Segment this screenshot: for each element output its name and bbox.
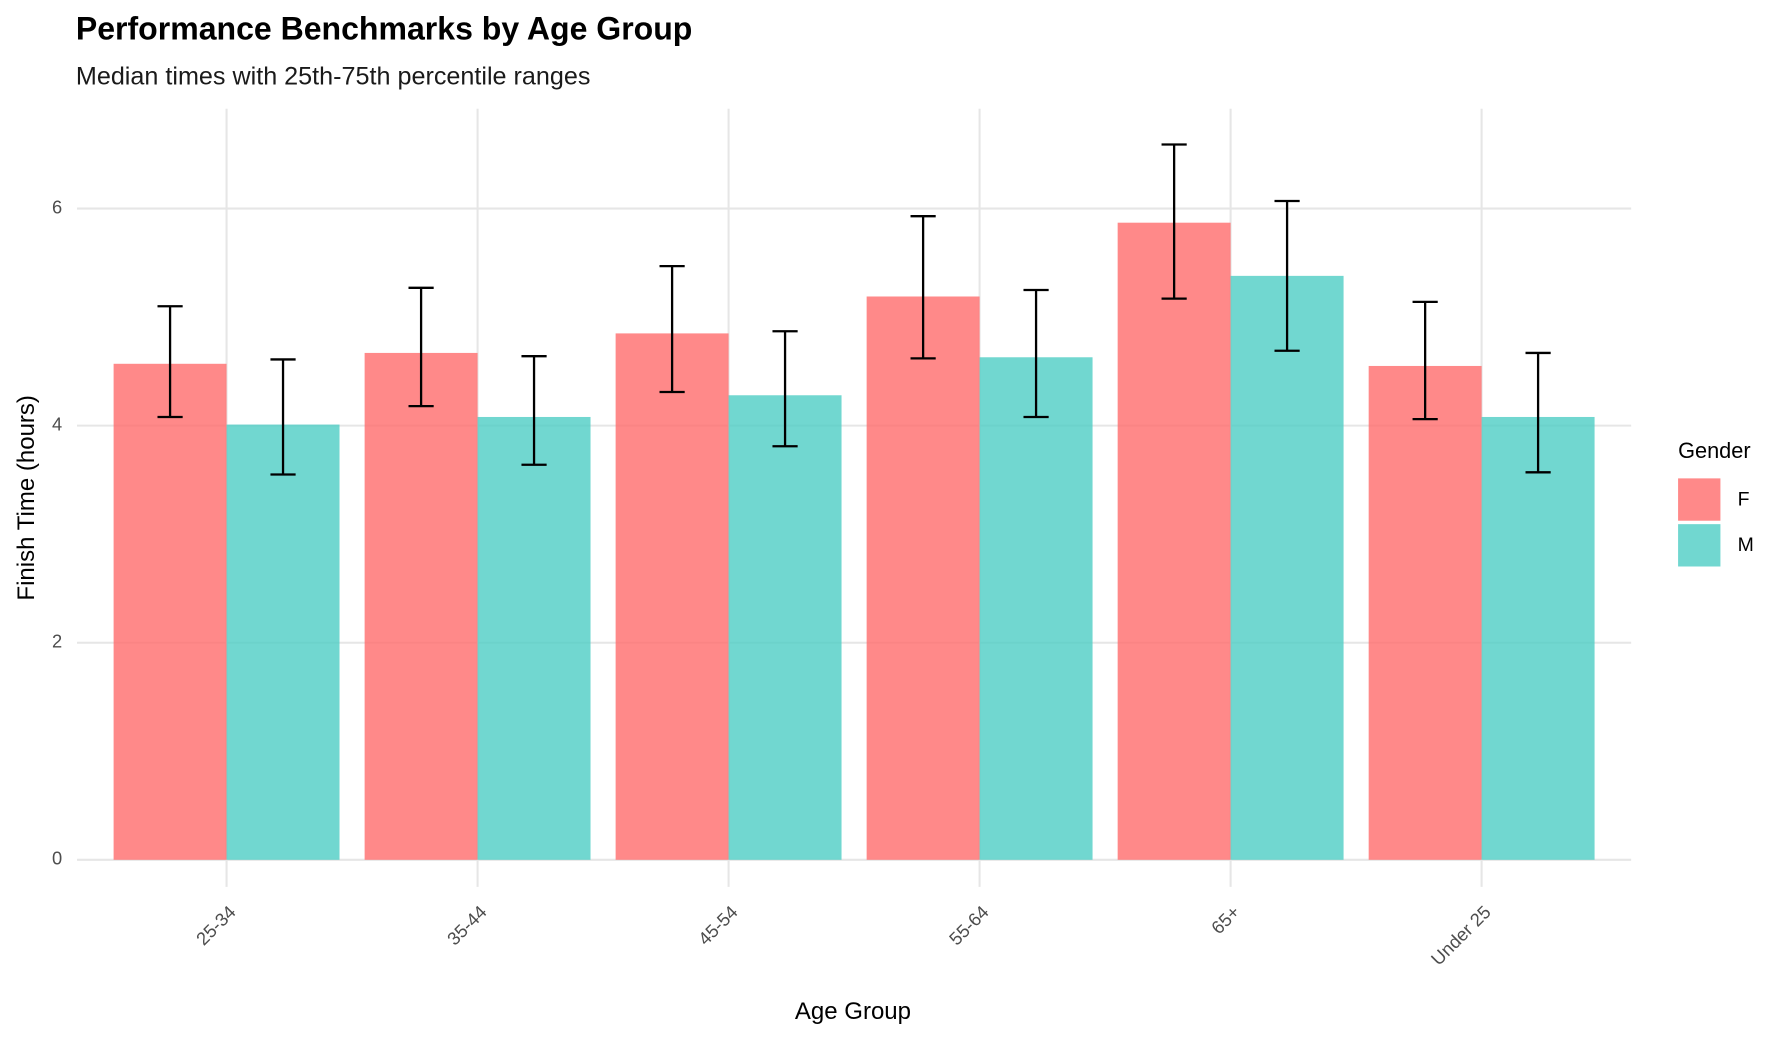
bar xyxy=(364,352,478,860)
bar xyxy=(979,357,1093,860)
error-bar xyxy=(1412,300,1438,421)
legend-title: Gender xyxy=(1678,438,1751,463)
error-bar xyxy=(1023,288,1049,419)
x-tick-label: 25-34 xyxy=(192,901,240,949)
error-bar xyxy=(772,330,798,448)
x-axis-label: Age Group xyxy=(795,998,911,1025)
x-tick-label: 55-64 xyxy=(945,901,993,949)
bar xyxy=(1230,275,1344,860)
error-bar xyxy=(910,215,936,360)
chart-title: Performance Benchmarks by Age Group xyxy=(76,10,692,46)
bar xyxy=(1117,222,1231,860)
error-bar xyxy=(157,305,183,419)
x-tick-label: 65+ xyxy=(1207,901,1244,938)
error-bar xyxy=(1274,199,1300,352)
y-axis-label: Finish Time (hours) xyxy=(13,395,40,601)
legend-label: F xyxy=(1738,488,1750,510)
legend-key xyxy=(1678,478,1721,521)
bar xyxy=(1481,416,1595,860)
x-tick-label: 45-54 xyxy=(694,901,742,949)
bar xyxy=(728,395,842,860)
y-tick-label: 4 xyxy=(52,413,62,434)
x-tick-label: Under 25 xyxy=(1427,901,1495,969)
error-bar xyxy=(270,358,296,476)
error-bar xyxy=(1161,143,1187,300)
error-bar xyxy=(659,264,685,394)
y-tick-label: 6 xyxy=(52,196,62,217)
legend-key xyxy=(1678,524,1721,567)
error-bar xyxy=(408,286,434,408)
chart-subtitle: Median times with 25th-75th percentile r… xyxy=(76,62,591,90)
bar xyxy=(866,296,980,860)
bar xyxy=(615,333,729,860)
x-tick-label: 35-44 xyxy=(443,901,491,949)
error-bar xyxy=(521,355,547,466)
y-tick-label: 2 xyxy=(52,631,62,652)
error-bar xyxy=(1525,351,1551,474)
legend-label: M xyxy=(1738,534,1754,556)
bar xyxy=(477,416,591,860)
bar xyxy=(226,424,340,860)
bar xyxy=(113,363,227,860)
y-tick-label: 0 xyxy=(52,848,62,869)
bar xyxy=(1368,365,1482,860)
